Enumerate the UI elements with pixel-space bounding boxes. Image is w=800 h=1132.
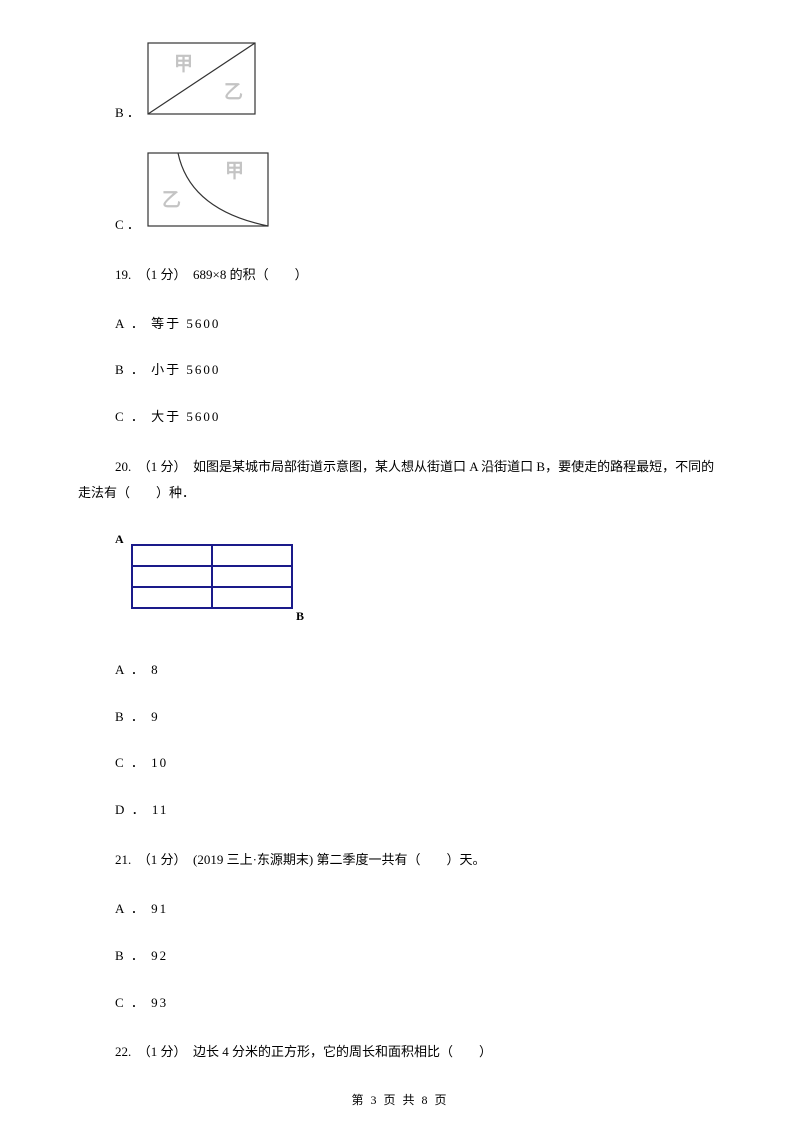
- q19-optB: B ． 小于 5600: [115, 360, 722, 381]
- q20-text: 20. （1 分） 如图是某城市局部街道示意图，某人想从街道口 A 沿街道口 B…: [78, 454, 722, 506]
- q19-text: 19. （1 分） 689×8 的积（ ）: [115, 262, 722, 288]
- figure-b-container: B ． 甲 乙: [115, 40, 722, 124]
- q21-text: 21. （1 分） (2019 三上·东源期末) 第二季度一共有（ ）天。: [115, 847, 722, 873]
- q21-optC: C ． 93: [115, 993, 722, 1014]
- figure-b-yi: 乙: [224, 82, 243, 103]
- q20-optC: C ． 10: [115, 753, 722, 774]
- figure-c-container: C ． 甲 乙: [115, 150, 722, 236]
- figure-c-label: C ．: [115, 215, 140, 236]
- q21-optA: A ． 91: [115, 899, 722, 920]
- figure-c-jia: 甲: [225, 161, 244, 182]
- q22-text: 22. （1 分） 边长 4 分米的正方形，它的周长和面积相比（ ）: [115, 1039, 722, 1065]
- figure-c-svg: 甲 乙: [145, 150, 271, 236]
- q20-grid: A B: [115, 532, 722, 632]
- q19-optC: C ． 大于 5600: [115, 407, 722, 428]
- figure-b-jia: 甲: [174, 54, 193, 75]
- q20-optB: B ． 9: [115, 707, 722, 728]
- page-footer: 第 3 页 共 8 页: [0, 1091, 800, 1110]
- figure-c-yi: 乙: [162, 190, 181, 211]
- figure-b-svg: 甲 乙: [145, 40, 261, 124]
- q20-optA: A ． 8: [115, 660, 722, 681]
- q21-optB: B ． 92: [115, 946, 722, 967]
- q20-optD: D ． 11: [115, 800, 722, 821]
- svg-text:A: A: [115, 532, 124, 546]
- q19-optA: A ． 等于 5600: [115, 314, 722, 335]
- svg-text:B: B: [296, 609, 304, 623]
- figure-b-label: B ．: [115, 103, 140, 124]
